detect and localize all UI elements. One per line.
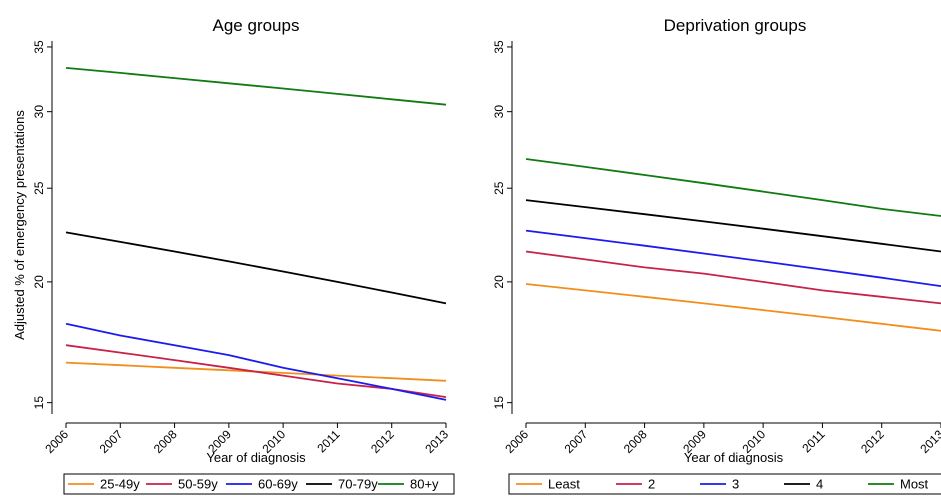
series-line-50-59y — [65, 344, 447, 398]
x-tick-label: 2007 — [562, 427, 591, 456]
series-line-80-y — [65, 67, 447, 106]
legend-label: 25-49y — [100, 477, 140, 492]
x-tick-label: 2012 — [368, 427, 397, 456]
y-tick-label: 35 — [32, 40, 46, 54]
x-tick-label: 2008 — [151, 427, 180, 456]
legend-label: 60-69y — [258, 477, 298, 492]
y-tick-label: 25 — [32, 181, 46, 195]
y-tick-label: 20 — [492, 275, 506, 289]
y-axis-title-group: Adjusted % of emergency presentations — [12, 110, 27, 340]
legend-label: Least — [548, 477, 580, 492]
x-tick-label: 2013 — [422, 427, 451, 456]
legend-label: 50-59y — [178, 477, 218, 492]
series-line-most — [525, 158, 941, 217]
x-axis-title: Year of diagnosis — [206, 450, 306, 465]
legend-label: 2 — [648, 477, 655, 492]
legend-label: 80+y — [410, 477, 439, 492]
y-tick-label: 20 — [32, 275, 46, 289]
x-axis-title: Year of diagnosis — [684, 450, 784, 465]
y-tick-label: 30 — [492, 105, 506, 119]
legend-box — [63, 473, 455, 495]
legend-label: Most — [900, 477, 929, 492]
x-tick-label: 2012 — [858, 427, 887, 456]
x-tick-label: 2008 — [621, 427, 650, 456]
x-tick-label: 2006 — [502, 427, 531, 456]
chart-panel-2: Deprivation groups 15 20 25 30 35 2006 2007 2008… — [492, 16, 941, 495]
series-line-4 — [525, 199, 941, 253]
x-tick-label: 2006 — [42, 427, 71, 456]
series-line-3 — [525, 229, 941, 287]
x-tick-label: 2007 — [97, 427, 126, 456]
legend-label: 4 — [816, 477, 823, 492]
x-tick-label: 2011 — [314, 427, 342, 455]
series-line-least — [525, 283, 941, 332]
y-tick-label: 25 — [492, 181, 506, 195]
y-tick-label: 15 — [492, 396, 506, 410]
y-tick-label: 35 — [492, 40, 506, 54]
legend: 25-49y 50-59y 60-69y 70-79y 80+y — [63, 473, 455, 495]
legend: Least 2 3 4 Most — [508, 473, 941, 495]
series-line-2 — [525, 250, 941, 305]
series-line-70-79y — [65, 231, 447, 305]
y-tick-label: 15 — [32, 396, 46, 410]
panel-title: Age groups — [213, 16, 300, 35]
series-line-60-69y — [65, 322, 447, 401]
x-tick-label: 2013 — [917, 427, 941, 456]
x-tick-label: 2011 — [799, 427, 827, 455]
panel-title: Deprivation groups — [664, 16, 807, 35]
y-axis-title: Adjusted % of emergency presentations — [12, 110, 27, 340]
y-tick-label: 30 — [32, 105, 46, 119]
legend-label: 70-79y — [338, 477, 378, 492]
legend-label: 3 — [732, 477, 739, 492]
